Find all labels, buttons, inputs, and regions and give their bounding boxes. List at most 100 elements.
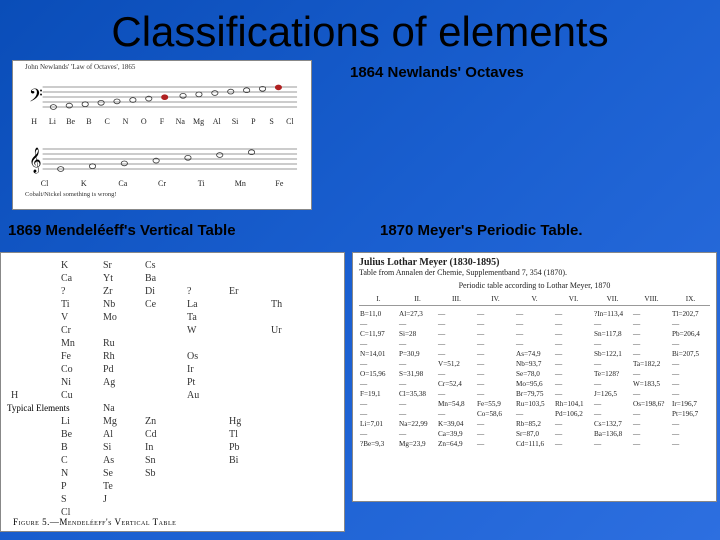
meyer-cell: — — [632, 319, 671, 329]
caption-mendeleeff: 1869 Mendeléeff's Vertical Table — [8, 222, 236, 239]
mend-cell — [227, 350, 269, 363]
mend-cell — [269, 441, 311, 454]
mend-cell: Li — [59, 415, 101, 428]
mend-cell — [227, 376, 269, 389]
mend-cell: As — [101, 454, 143, 467]
mend-cell: Mn — [59, 337, 101, 350]
panel-newlands: John Newlands' 'Law of Octaves', 1865 𝄢 … — [12, 60, 312, 210]
mend-cell — [143, 311, 185, 324]
mend-cell — [185, 337, 227, 350]
meyer-group-header: IX. — [671, 294, 710, 304]
mend-cell — [269, 376, 311, 389]
meyer-cell: Ta=182,2 — [632, 359, 671, 369]
element-label: N — [116, 117, 134, 126]
meyer-cell: — — [671, 359, 710, 369]
element-label: Cl — [281, 117, 299, 126]
mend-cell: Mg — [101, 415, 143, 428]
meyer-cell: — — [632, 409, 671, 419]
meyer-title2: Periodic table according to Lothar Meyer… — [359, 281, 710, 290]
meyer-cell: — — [593, 409, 632, 419]
meyer-cell: Ir=196,7 — [671, 399, 710, 409]
meyer-cell: Mn=54,8 — [437, 399, 476, 409]
mend-cell: V — [59, 311, 101, 324]
element-label: Li — [43, 117, 61, 126]
meyer-cell: Fe=55,9 — [476, 399, 515, 409]
meyer-cell: — — [476, 309, 515, 319]
mend-cell: Be — [59, 428, 101, 441]
meyer-cell: — — [671, 319, 710, 329]
mend-cell — [143, 376, 185, 389]
mend-cell — [143, 363, 185, 376]
mend-cell: P — [59, 480, 101, 493]
mend-cell — [227, 493, 269, 506]
meyer-group-header: VII. — [593, 294, 632, 304]
meyer-cell: ?In=113,4 — [593, 309, 632, 319]
mend-cell: Pb — [227, 441, 269, 454]
mend-cell — [9, 311, 59, 324]
meyer-cell: Te=128? — [593, 369, 632, 379]
mend-cell: Tl — [227, 428, 269, 441]
mend-cell — [143, 402, 185, 415]
meyer-cell: — — [554, 339, 593, 349]
meyer-cell: — — [554, 359, 593, 369]
meyer-cell: — — [554, 319, 593, 329]
meyer-group-header: IV. — [476, 294, 515, 304]
meyer-cell: — — [554, 379, 593, 389]
svg-text:𝄢: 𝄢 — [29, 86, 43, 110]
mend-cell: Ce — [143, 298, 185, 311]
meyer-cell: — — [476, 319, 515, 329]
meyer-cell: Bi=207,5 — [671, 349, 710, 359]
meyer-cell: — — [398, 319, 437, 329]
mend-cell — [9, 363, 59, 376]
mend-cell — [9, 480, 59, 493]
meyer-cell: — — [593, 339, 632, 349]
meyer-cell: — — [359, 339, 398, 349]
newlands-row1-labels: HLiBeBCNOFNaMgAlSiPSCl — [25, 117, 299, 126]
meyer-heading: Julius Lothar Meyer (1830-1895) — [359, 257, 710, 268]
mend-cell: Yt — [101, 272, 143, 285]
meyer-cell: Na=22,99 — [398, 419, 437, 429]
meyer-cell: As=74,9 — [515, 349, 554, 359]
meyer-cell: Nb=93,7 — [515, 359, 554, 369]
meyer-cell: — — [359, 429, 398, 439]
mend-cell — [185, 415, 227, 428]
meyer-cell: — — [671, 389, 710, 399]
mend-cell: Mo — [101, 311, 143, 324]
element-label: S — [262, 117, 280, 126]
mend-cell — [269, 402, 311, 415]
meyer-cell: Ba=136,8 — [593, 429, 632, 439]
mend-cell — [9, 298, 59, 311]
mend-cell — [269, 259, 311, 272]
mend-cell: C — [59, 454, 101, 467]
meyer-cell: Tl=202,7 — [671, 309, 710, 319]
mend-cell — [9, 272, 59, 285]
meyer-cell: — — [554, 329, 593, 339]
mend-cell — [269, 428, 311, 441]
mend-cell: Nb — [101, 298, 143, 311]
mend-cell — [9, 285, 59, 298]
meyer-cell: — — [671, 419, 710, 429]
mend-cell: Ba — [143, 272, 185, 285]
meyer-cell: — — [476, 439, 515, 449]
mend-cell — [143, 324, 185, 337]
mend-cell: Ir — [185, 363, 227, 376]
mend-cell: Di — [143, 285, 185, 298]
element-label: O — [135, 117, 153, 126]
meyer-group-header: V. — [515, 294, 554, 304]
newlands-heading: John Newlands' 'Law of Octaves', 1865 — [25, 63, 135, 71]
meyer-cell: — — [671, 369, 710, 379]
mend-cell — [227, 389, 269, 402]
element-label: Mn — [221, 179, 260, 188]
meyer-cell: — — [593, 359, 632, 369]
meyer-cell: — — [554, 439, 593, 449]
meyer-cell: — — [437, 369, 476, 379]
mend-cell: Na — [101, 402, 143, 415]
element-label: K — [64, 179, 103, 188]
meyer-cell: — — [632, 389, 671, 399]
mend-cell — [269, 506, 311, 519]
svg-text:𝄞: 𝄞 — [29, 147, 42, 173]
meyer-cell: — — [632, 429, 671, 439]
mend-cell — [269, 350, 311, 363]
mend-cell — [227, 311, 269, 324]
meyer-cell: — — [437, 319, 476, 329]
